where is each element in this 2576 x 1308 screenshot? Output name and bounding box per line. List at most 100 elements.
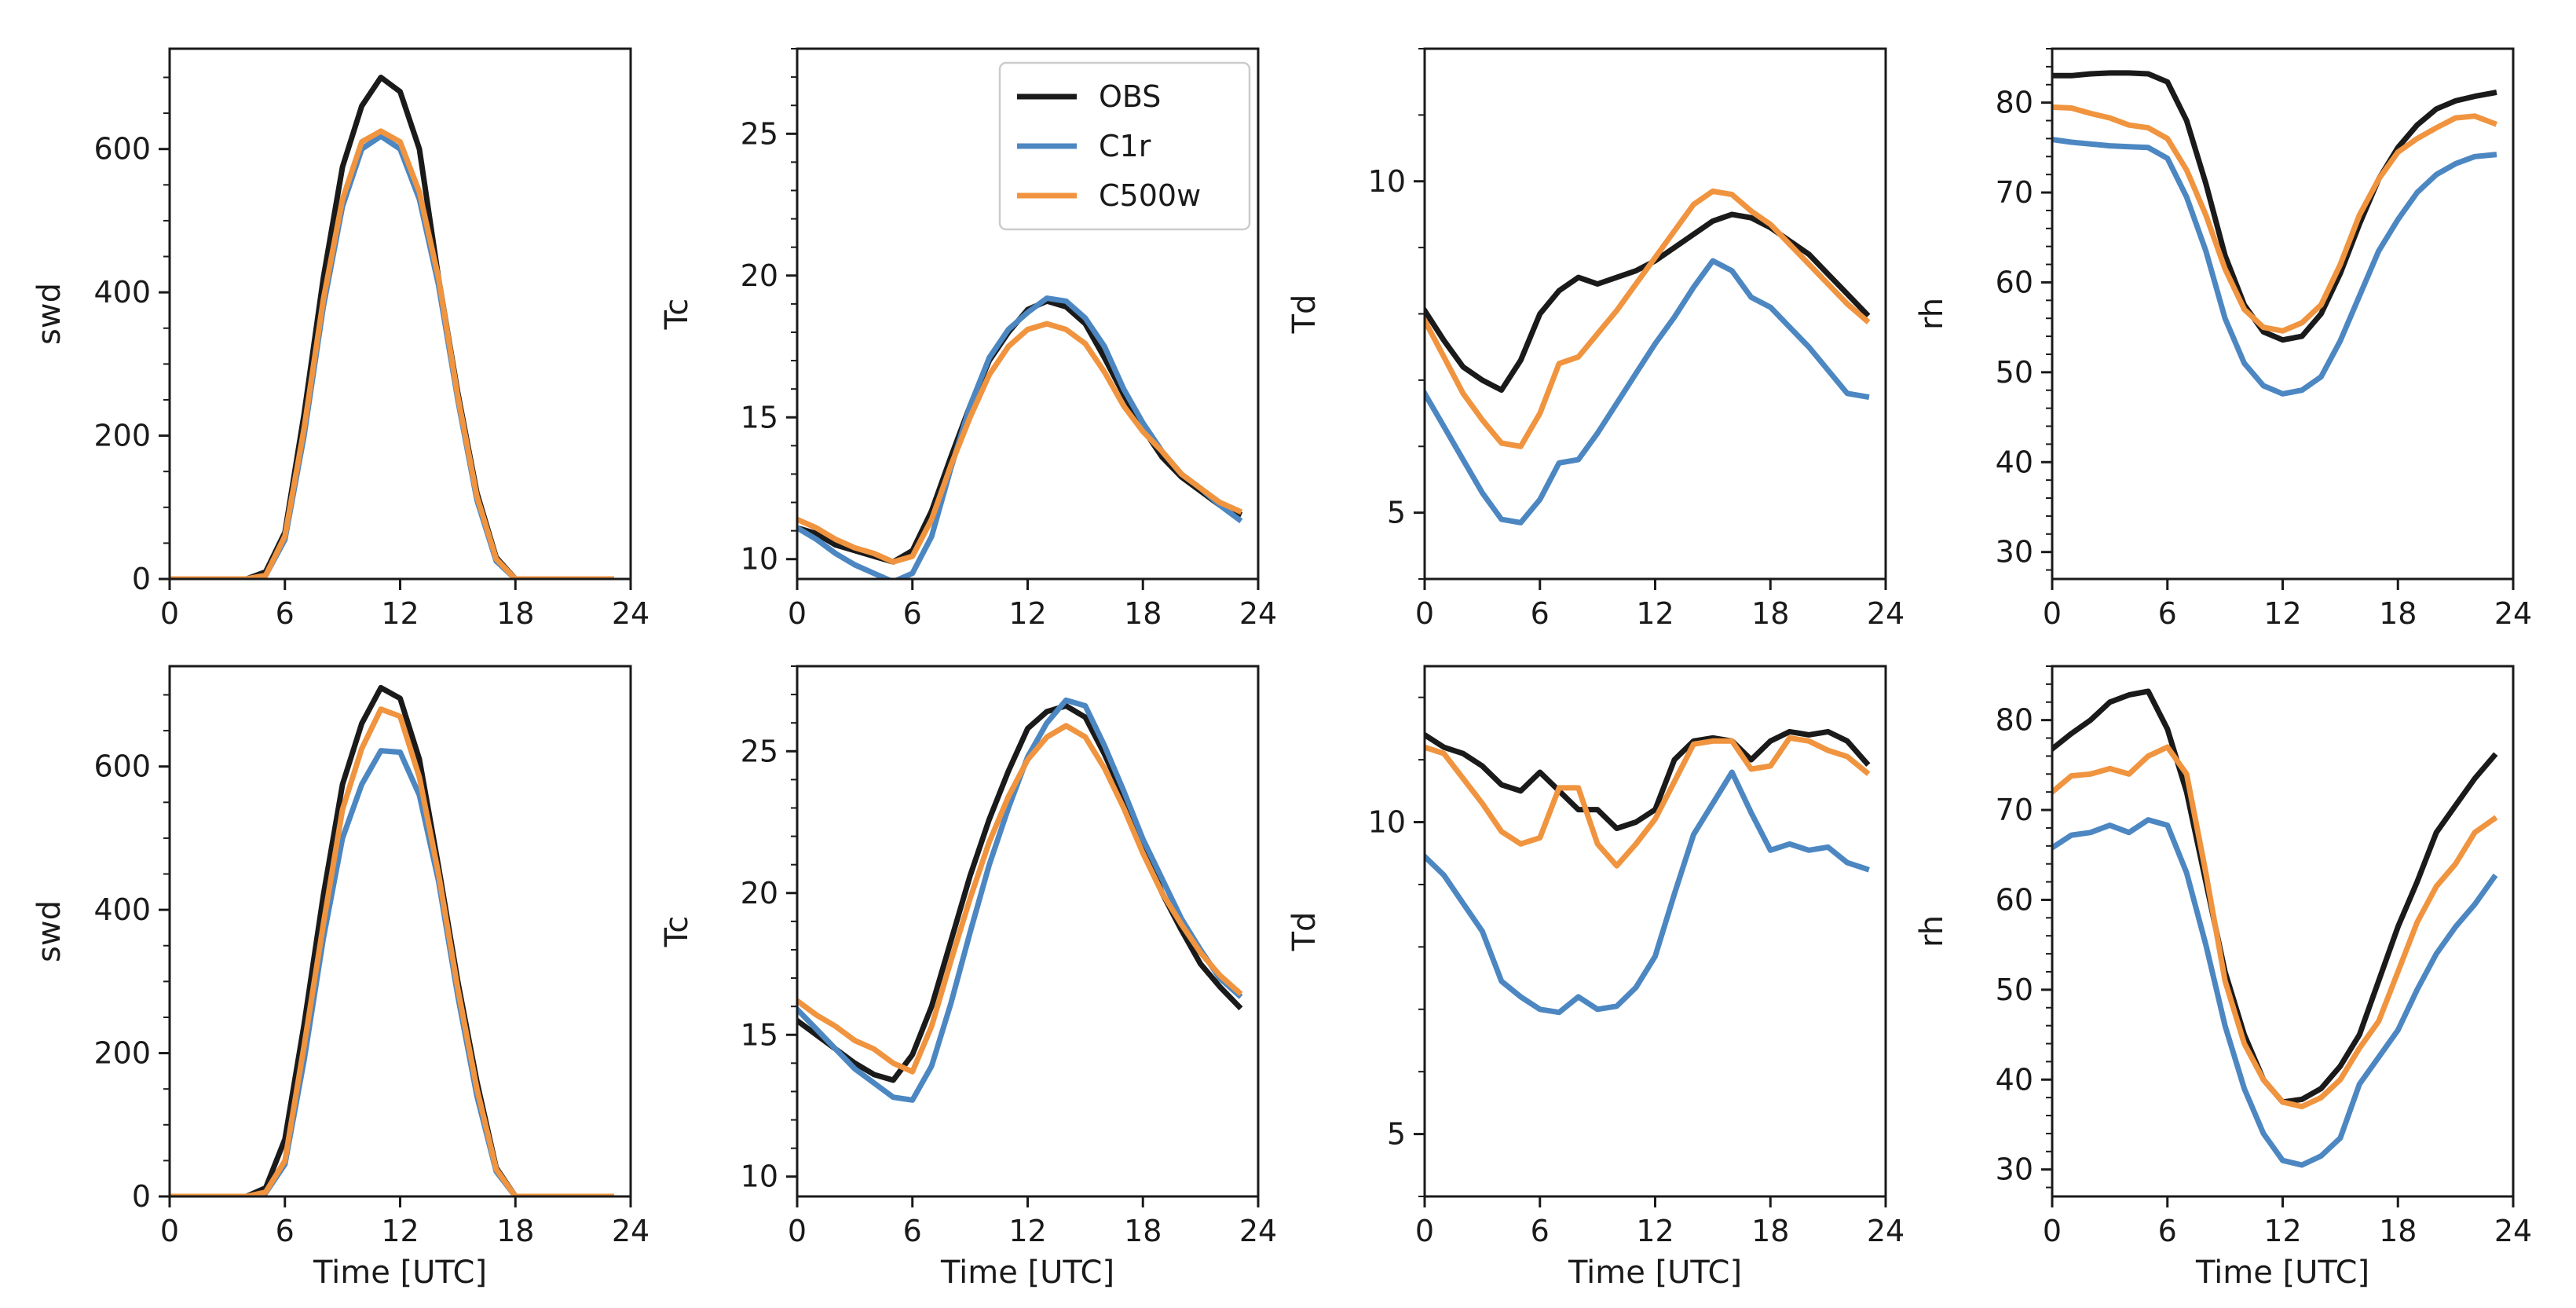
- series-line-OBS: [2052, 70, 2497, 343]
- y-axis-label: Tc: [659, 299, 695, 331]
- y-tick-label: 5: [1387, 496, 1406, 530]
- y-tick-label: 0: [132, 562, 151, 596]
- panel-Td-row0: 0 6 12 18 24 5 10 Td: [1286, 47, 1905, 631]
- y-tick-label: 25: [741, 116, 778, 151]
- y-tick-label: 15: [741, 400, 778, 434]
- x-tick-label: 12: [1636, 1214, 1674, 1248]
- y-tick-label: 20: [741, 876, 778, 910]
- series-group: [170, 75, 614, 579]
- axes-frame: [168, 47, 632, 581]
- x-tick-label: 24: [1239, 1214, 1277, 1248]
- x-tick-label: 6: [276, 1214, 295, 1248]
- y-tick-label: 30: [1996, 535, 2033, 570]
- legend-label-OBS: OBS: [1099, 79, 1161, 114]
- y-tick-label: 60: [1996, 265, 2033, 299]
- x-tick-label: 6: [1531, 596, 1550, 631]
- x-tick-label: 24: [612, 1214, 649, 1248]
- y-tick-label: 70: [1996, 793, 2033, 827]
- y-tick-label: 400: [93, 892, 151, 927]
- series-group: [797, 697, 1243, 1103]
- x-tick-label: 0: [2043, 1214, 2062, 1248]
- y-tick-label: 80: [1996, 703, 2033, 738]
- y-tick-label: 40: [1996, 1062, 2033, 1097]
- legend-box: [998, 61, 1251, 231]
- y-tick-label: 15: [741, 1017, 778, 1052]
- x-tick-label: 12: [2263, 596, 2301, 631]
- axes-frame: [1423, 47, 1887, 581]
- x-tick-label: 6: [1531, 1214, 1550, 1248]
- y-axis-label: rh: [1914, 298, 1950, 330]
- x-tick-label: 24: [2494, 596, 2532, 631]
- series-line-C500w: [170, 128, 614, 579]
- x-axis-label: Time [UTC]: [2195, 1255, 2369, 1291]
- y-tick-label: 50: [1996, 973, 2033, 1007]
- y-tick-label: 600: [93, 132, 151, 167]
- x-tick-label: 24: [1867, 596, 1905, 631]
- y-axis-label: Td: [1286, 295, 1323, 335]
- series-line-OBS: [1425, 211, 1871, 393]
- series-group: [797, 295, 1243, 579]
- series-line-C1r: [2052, 137, 2497, 397]
- x-axis-label: Time [UTC]: [313, 1255, 487, 1291]
- series-group: [1425, 188, 1871, 526]
- x-tick-label: 24: [2494, 1214, 2532, 1248]
- x-tick-label: 24: [612, 596, 649, 631]
- panel-Td-row1: 0 6 12 18 24 5 10 Td Time [UTC]: [1286, 665, 1905, 1291]
- x-axis-label: Time [UTC]: [1568, 1255, 1742, 1291]
- y-tick-label: 10: [1368, 164, 1406, 199]
- series-line-OBS: [170, 75, 614, 579]
- series-line-OBS: [797, 703, 1243, 1083]
- y-tick-label: 10: [741, 1160, 778, 1194]
- x-tick-label: 0: [160, 1214, 179, 1248]
- series-line-C1r: [170, 133, 614, 579]
- x-tick-label: 24: [1867, 1214, 1905, 1248]
- series-line-C500w: [2052, 104, 2498, 334]
- series-group: [1425, 728, 1871, 1016]
- x-tick-label: 18: [496, 596, 534, 631]
- series-group: [170, 684, 614, 1196]
- x-tick-label: 0: [2043, 596, 2062, 631]
- y-tick-label: 40: [1996, 445, 2033, 479]
- y-tick-label: 600: [93, 749, 151, 784]
- x-tick-label: 18: [1124, 1214, 1162, 1248]
- legend-label-C500w: C500w: [1099, 178, 1201, 213]
- x-tick-label: 6: [2158, 596, 2177, 631]
- series-line-OBS: [1425, 728, 1871, 831]
- legend: OBS C1r C500w: [998, 61, 1251, 231]
- y-tick-label: 80: [1996, 86, 2033, 120]
- series-line-OBS: [170, 684, 614, 1196]
- series-line-OBS: [2052, 688, 2498, 1105]
- x-tick-label: 18: [2379, 1214, 2417, 1248]
- panel-rh-row1: 0 6 12 18 24 30 40 50 60 70 80 rh Time [UTC]: [1914, 665, 2532, 1291]
- x-tick-label: 12: [1008, 1214, 1046, 1248]
- x-tick-label: 0: [788, 596, 807, 631]
- axes-frame: [2051, 47, 2515, 581]
- y-tick-label: 200: [93, 1036, 151, 1071]
- axes-frame: [2051, 665, 2515, 1198]
- x-tick-label: 12: [381, 1214, 419, 1248]
- x-tick-label: 18: [2379, 596, 2417, 631]
- x-tick-label: 0: [1415, 1214, 1434, 1248]
- x-tick-label: 18: [1751, 596, 1789, 631]
- panel-swd-row0: 0 6 12 18 24 0 200 400 600 swd: [31, 47, 649, 631]
- panel-rh-row0: 0 6 12 18 24 30 40 50 60 70 80 rh: [1914, 47, 2532, 631]
- series-line-C500w: [797, 321, 1243, 565]
- series-line-C500w: [1425, 735, 1871, 869]
- series-line-C1r: [2052, 817, 2498, 1168]
- series-line-C500w: [2052, 744, 2498, 1110]
- axes-frame: [168, 665, 632, 1198]
- series-line-C1r: [797, 697, 1243, 1103]
- y-tick-label: 25: [741, 734, 778, 768]
- y-tick-label: 60: [1996, 882, 2033, 917]
- y-axis-label: Td: [1286, 912, 1323, 952]
- series-line-C1r: [1425, 258, 1870, 526]
- x-tick-label: 18: [1124, 596, 1162, 631]
- x-tick-label: 6: [276, 596, 295, 631]
- y-axis-label: swd: [31, 900, 68, 962]
- panel-Tc-row1: 0 6 12 18 24 10 15 20 25 Tc Time [UTC]: [659, 665, 1277, 1291]
- x-tick-label: 0: [160, 596, 179, 631]
- y-tick-label: 200: [93, 419, 151, 453]
- series-group: [2052, 688, 2498, 1168]
- x-tick-label: 24: [1239, 596, 1277, 631]
